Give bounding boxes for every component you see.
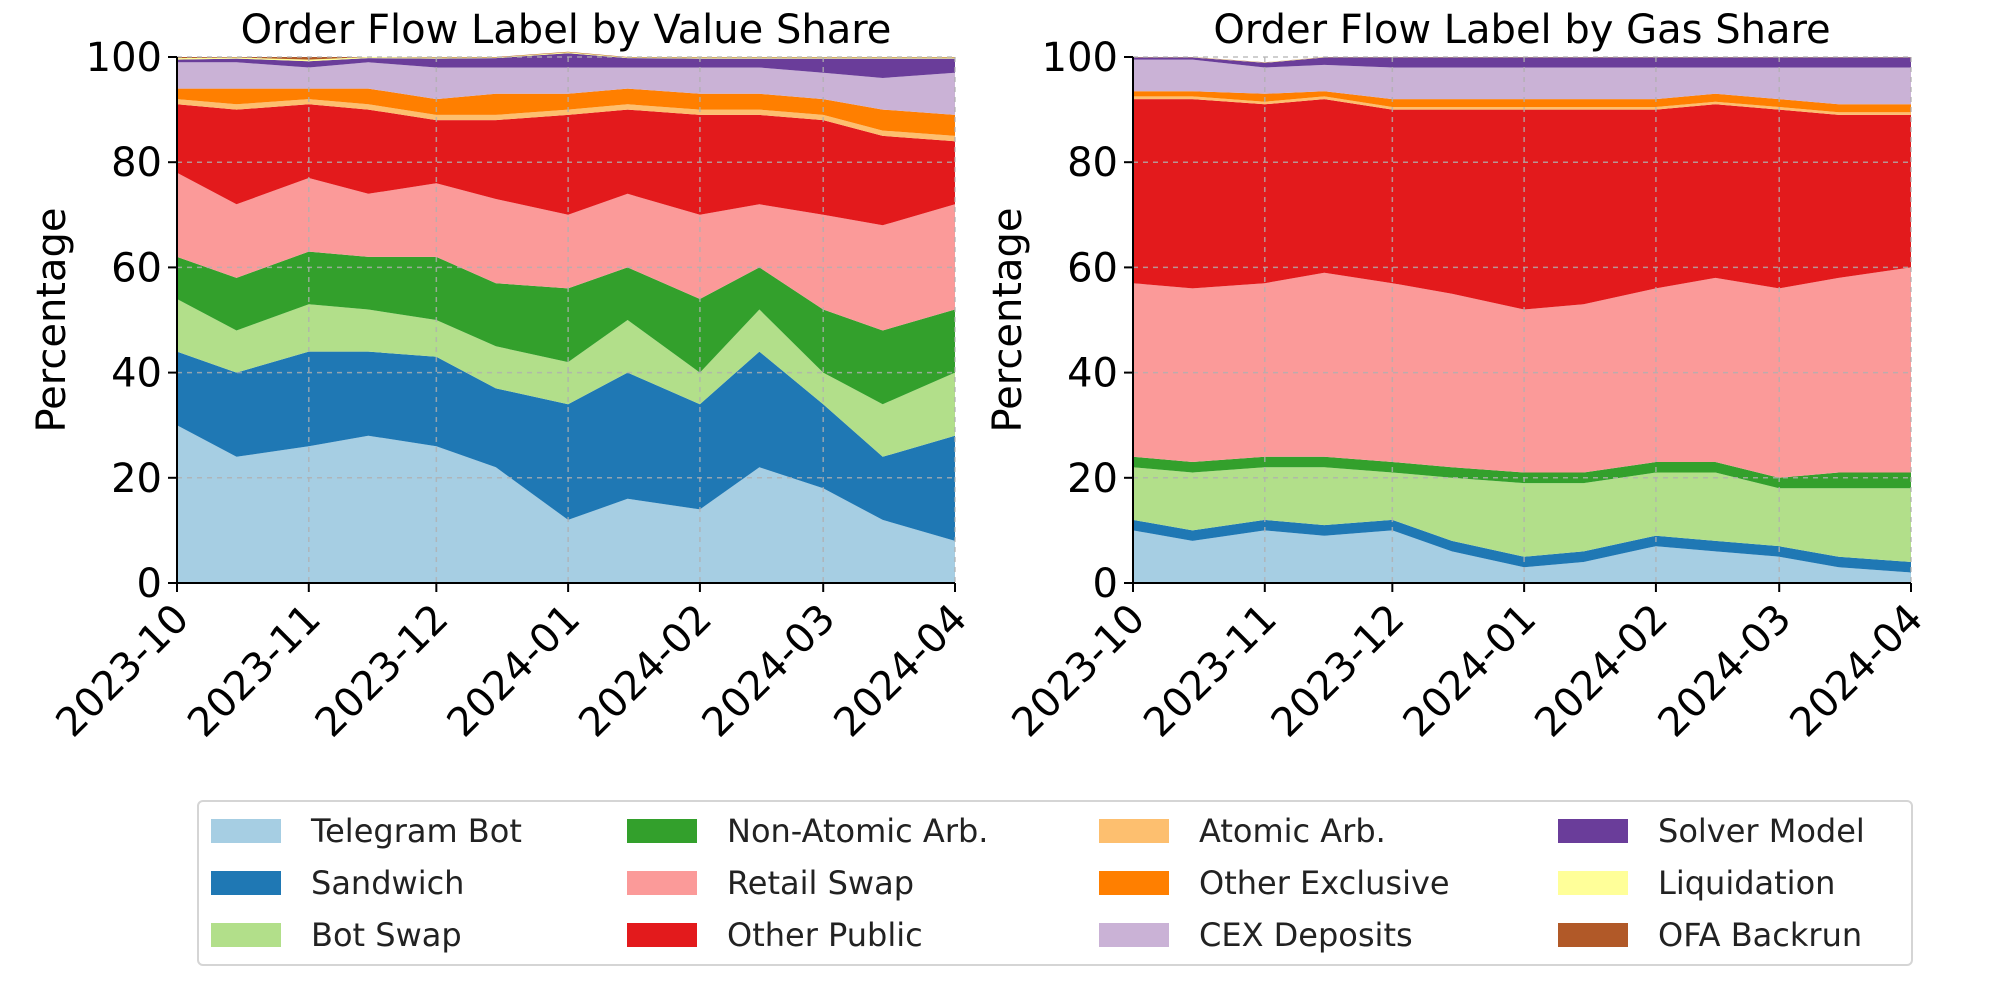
legend-swatch <box>211 923 281 947</box>
y-axis-label: Percentage <box>29 207 75 432</box>
area-cex-deposits <box>1133 59 1911 105</box>
y-tick-label: 40 <box>111 351 162 397</box>
legend-item-retail-swap: Retail Swap <box>627 863 914 903</box>
x-tick-label: 2024-01 <box>438 596 589 747</box>
area-telegram-bot <box>177 425 955 583</box>
y-tick-label: 100 <box>1042 35 1118 81</box>
legend-swatch <box>627 871 697 895</box>
legend-label: Sandwich <box>311 864 465 902</box>
legend-item-solver-model: Solver Model <box>1558 811 1865 851</box>
legend-swatch <box>1099 923 1169 947</box>
legend-label: Telegram Bot <box>311 812 522 850</box>
legend-label: Other Public <box>727 916 923 954</box>
legend-label: Other Exclusive <box>1199 864 1450 902</box>
legend-swatch <box>1099 871 1169 895</box>
area-other-exclusive <box>1133 91 1911 113</box>
area-atomic-arb <box>177 99 955 142</box>
legend-item-bot-swap: Bot Swap <box>211 915 462 955</box>
legend-label: CEX Deposits <box>1199 916 1413 954</box>
legend-swatch <box>627 819 697 843</box>
y-tick-label: 40 <box>1067 351 1118 397</box>
x-tick-label: 2023-10 <box>47 596 198 747</box>
x-tick-label: 2023-11 <box>1135 596 1286 747</box>
legend-swatch <box>1558 871 1628 895</box>
area-bot-swap <box>1133 467 1911 562</box>
legend-label: Liquidation <box>1658 864 1836 902</box>
legend-item-ofa-backrun: OFA Backrun <box>1558 915 1862 955</box>
legend-item-liquidation: Liquidation <box>1558 863 1835 903</box>
y-tick-label: 0 <box>1093 561 1118 607</box>
area-solver-model <box>1133 57 1911 68</box>
legend-item-other-public: Other Public <box>627 915 923 955</box>
y-tick-label: 100 <box>86 35 162 81</box>
legend-label: Retail Swap <box>727 864 914 902</box>
y-tick-label: 60 <box>1067 245 1118 291</box>
x-tick-label: 2023-11 <box>179 596 330 747</box>
legend-swatch <box>211 871 281 895</box>
legend-label: Solver Model <box>1658 812 1865 850</box>
legend-item-non-atomic-arb: Non-Atomic Arb. <box>627 811 988 851</box>
y-tick-label: 0 <box>137 561 162 607</box>
area-sandwich <box>1133 519 1911 573</box>
legend-swatch <box>1558 923 1628 947</box>
x-tick-label: 2024-03 <box>694 596 845 747</box>
area-bot-swap <box>177 299 955 457</box>
chart-panel-2: 0 20 40 60 80 100 2023-102023-112023-122024-01… <box>985 7 1932 746</box>
y-tick-label: 80 <box>111 140 162 186</box>
x-tick-label: 2024-01 <box>1394 596 1545 747</box>
x-tick-label: 2023-10 <box>1003 596 1154 747</box>
legend-swatch <box>627 923 697 947</box>
legend-label: Bot Swap <box>311 916 462 954</box>
legend-item-other-exclusive: Other Exclusive <box>1099 863 1450 903</box>
y-tick-label: 20 <box>1067 456 1118 502</box>
legend-item-telegram-bot: Telegram Bot <box>211 811 522 851</box>
chart-title: Order Flow Label by Value Share <box>241 7 892 53</box>
legend: Telegram Bot Sandwich Bot Swap Non-Atomic A… <box>197 800 1913 966</box>
x-tick-label: 2024-03 <box>1650 596 1801 747</box>
area-other-public <box>1133 99 1911 310</box>
legend-label: Atomic Arb. <box>1199 812 1386 850</box>
area-cex-deposits <box>177 62 955 115</box>
area-atomic-arb <box>1133 96 1911 115</box>
area-retail-swap <box>1133 267 1911 478</box>
legend-swatch <box>211 819 281 843</box>
y-tick-label: 60 <box>111 245 162 291</box>
x-tick-label: 2024-04 <box>825 596 976 747</box>
x-tick-label: 2023-12 <box>307 596 458 747</box>
legend-label: Non-Atomic Arb. <box>727 812 989 850</box>
area-telegram-bot <box>1133 530 1911 583</box>
x-tick-label: 2023-12 <box>1263 596 1414 747</box>
legend-swatch <box>1099 819 1169 843</box>
legend-label: OFA Backrun <box>1658 916 1863 954</box>
legend-swatch <box>1558 819 1628 843</box>
legend-item-cex-deposits: CEX Deposits <box>1099 915 1413 955</box>
area-non-atomic-arb <box>1133 456 1911 489</box>
area-non-atomic-arb <box>177 251 955 405</box>
area-other-public <box>177 104 955 226</box>
area-solver-model <box>177 53 955 78</box>
x-tick-label: 2024-02 <box>570 596 721 747</box>
legend-item-sandwich: Sandwich <box>211 863 464 903</box>
x-tick-label: 2024-02 <box>1526 596 1677 747</box>
chart-title: Order Flow Label by Gas Share <box>1213 7 1830 53</box>
y-tick-label: 80 <box>1067 140 1118 186</box>
area-sandwich <box>177 351 955 541</box>
x-tick-label: 2024-04 <box>1781 596 1932 747</box>
chart-panel-1: 0 20 40 60 80 100 2023-102023-112023-122024-01… <box>29 7 976 746</box>
y-tick-label: 20 <box>111 456 162 502</box>
y-axis-label: Percentage <box>985 207 1031 432</box>
area-other-exclusive <box>177 88 955 136</box>
legend-item-atomic-arb: Atomic Arb. <box>1099 811 1386 851</box>
area-retail-swap <box>177 172 955 331</box>
